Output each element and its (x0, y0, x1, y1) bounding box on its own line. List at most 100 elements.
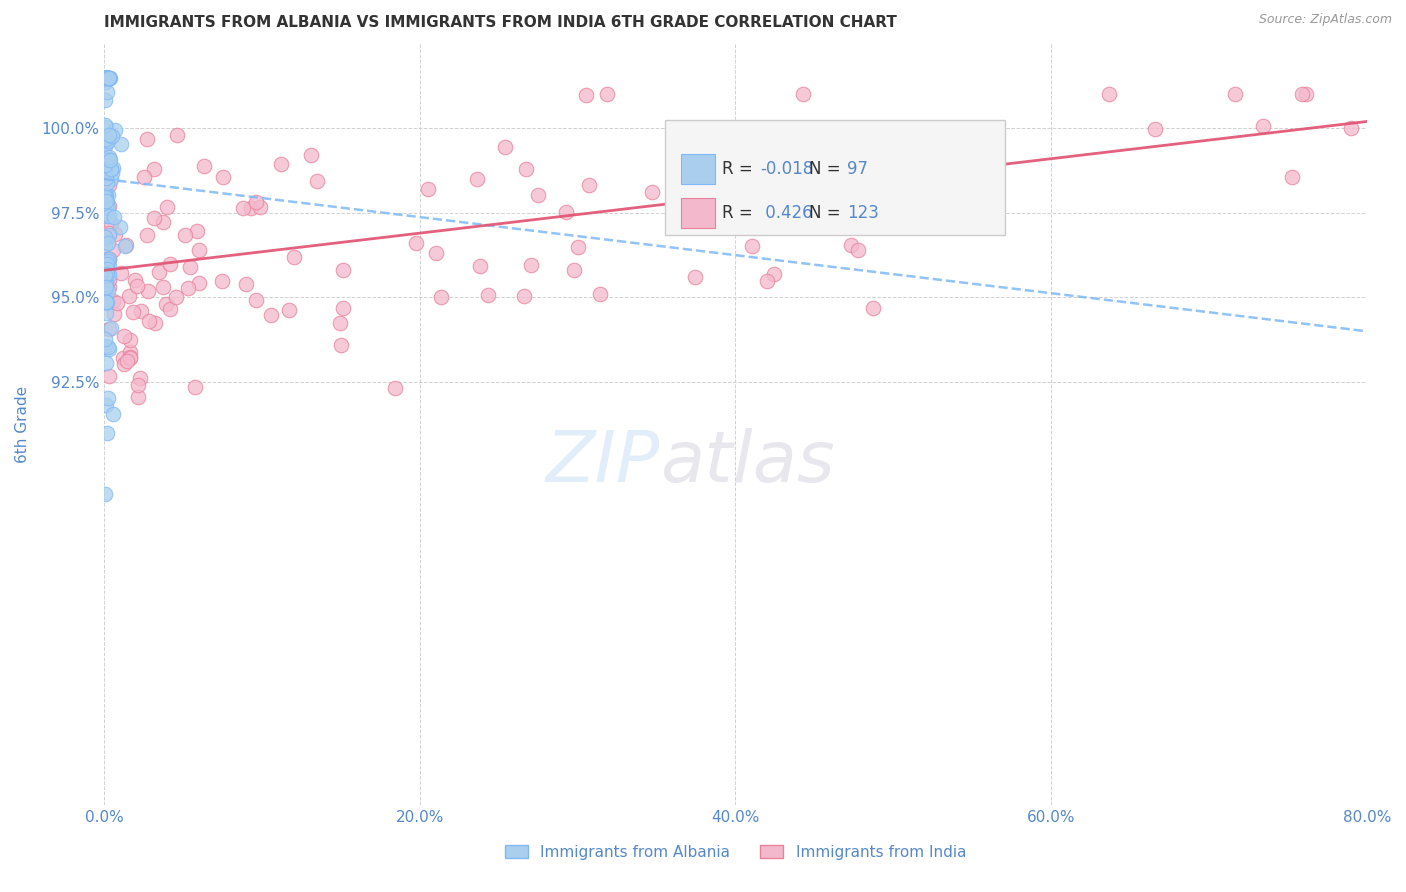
Point (94, 238, 117, 252)
Point (96, 70, 118, 85)
Point (97, 252, 120, 266)
Point (186, 224, 208, 238)
Point (143, 211, 166, 226)
Point (578, 178, 600, 192)
Point (93, 70, 115, 85)
Point (792, 87, 814, 102)
Point (101, 293, 124, 308)
Point (94, 279, 117, 293)
Point (138, 314, 160, 328)
Point (299, 148, 322, 162)
Point (97, 236, 120, 251)
Point (96, 70, 118, 85)
Point (188, 276, 211, 290)
Point (103, 307, 125, 321)
Point (212, 169, 235, 184)
Point (249, 200, 271, 214)
Point (143, 162, 166, 177)
Point (93, 70, 115, 85)
Point (94, 70, 117, 85)
Point (245, 194, 267, 209)
Point (94, 93, 117, 107)
Point (97, 70, 120, 85)
Point (127, 390, 149, 404)
Point (96, 306, 118, 320)
Point (328, 316, 350, 330)
Point (93, 70, 115, 85)
Point (567, 240, 589, 254)
Text: R =: R = (723, 204, 758, 222)
Point (94, 268, 117, 283)
Point (98, 70, 121, 85)
Point (555, 204, 578, 219)
Point (97, 178, 120, 192)
Point (159, 256, 181, 270)
Point (477, 288, 499, 302)
Point (101, 166, 124, 180)
Point (96, 70, 118, 85)
Point (118, 289, 141, 303)
Point (104, 123, 127, 137)
Point (155, 297, 177, 311)
Point (96, 209, 118, 223)
Point (96, 70, 118, 85)
Point (152, 215, 174, 229)
Point (127, 378, 149, 392)
Point (94, 187, 117, 202)
Point (953, 186, 976, 200)
Point (174, 228, 197, 243)
Point (97, 70, 120, 85)
Point (1281, 170, 1303, 185)
Point (1340, 121, 1362, 136)
Point (94, 158, 117, 172)
Point (741, 239, 763, 253)
Point (94, 120, 117, 135)
Point (307, 173, 329, 187)
Point (94, 206, 117, 220)
Point (96, 356, 118, 370)
Point (852, 161, 875, 176)
Point (96, 70, 118, 85)
Point (94, 136, 117, 150)
Text: -0.018: -0.018 (761, 160, 813, 178)
Point (94, 132, 117, 146)
Point (100, 161, 122, 176)
Point (245, 293, 267, 307)
Point (330, 338, 353, 352)
Point (97, 273, 120, 287)
Point (756, 273, 779, 287)
Point (834, 167, 856, 181)
Point (94, 70, 117, 85)
Point (97, 153, 120, 168)
Point (97, 253, 120, 268)
Point (641, 185, 664, 199)
Point (1143, 122, 1166, 136)
Point (260, 309, 283, 323)
Point (793, 135, 815, 149)
Point (93, 70, 115, 85)
Point (96, 85, 118, 99)
Point (111, 351, 134, 365)
Point (93, 332, 115, 346)
Point (211, 274, 233, 288)
Point (100, 321, 122, 335)
Text: R =: R = (723, 160, 758, 178)
Point (125, 278, 148, 293)
Point (332, 301, 354, 315)
Point (846, 243, 869, 257)
Point (94, 167, 117, 181)
Point (156, 201, 179, 215)
Point (94, 75, 117, 89)
Point (595, 87, 617, 102)
Text: 0.426: 0.426 (761, 204, 813, 222)
Point (115, 237, 138, 252)
Point (94, 119, 117, 133)
Point (98, 227, 121, 242)
Point (1295, 87, 1317, 102)
Point (124, 273, 146, 287)
Point (177, 280, 200, 294)
Point (165, 290, 187, 304)
Point (418, 182, 440, 196)
Point (96, 176, 118, 190)
Point (332, 263, 354, 277)
